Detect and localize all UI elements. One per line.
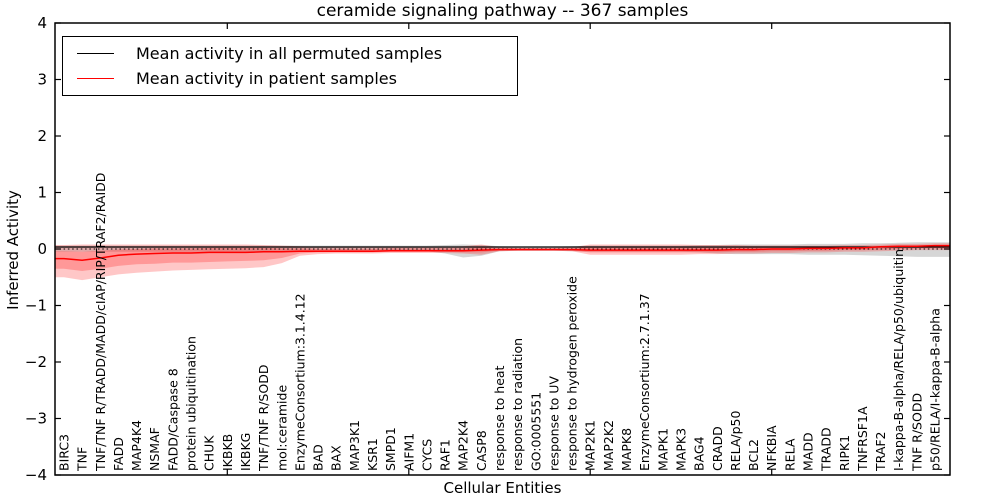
y-tick-label: 2 [37,127,47,145]
x-category-label: IKBKB [220,434,235,471]
patient-mean-line [55,244,950,262]
x-category-label: BCL2 [746,439,761,471]
x-category-label: FADD [111,437,126,471]
x-category-label: TNFRSF1A [855,406,870,472]
x-category-label: MAPK1 [655,428,670,471]
legend-item-patient: Mean activity in patient samples [75,69,517,88]
x-category-label: MAP4K4 [129,420,144,471]
x-category-label: EnzymeConsortium:2.7.1.37 [637,293,652,471]
x-category-label: TNF R/SODD [909,393,924,472]
x-category-label: GO:0005551 [528,392,543,471]
x-category-label: MAPK8 [619,428,634,471]
x-category-label: MAP2K4 [456,420,471,471]
x-category-label: CYCS [419,439,434,471]
x-category-label: response to hydrogen peroxide [565,276,580,471]
x-category-label: I-kappa-B-alpha/RELA/p50/ubiquitin [891,249,906,471]
x-category-label: RELA [782,438,797,471]
y-tick-label: 4 [37,14,47,32]
x-category-label: BAG4 [692,436,707,471]
chart-title: ceramide signaling pathway -- 367 sample… [316,1,689,21]
legend: Mean activity in all permuted samples Me… [62,36,518,96]
x-category-label: CRADD [710,426,725,471]
x-category-label: AIFM1 [401,433,416,471]
x-category-label: mol:ceramide [274,385,289,471]
x-category-label: BIRC3 [57,434,72,471]
x-category-label: MAPK3 [674,428,689,471]
x-category-label: MADD [801,432,816,471]
x-category-label: RAF1 [438,439,453,471]
patient-line-swatch [77,78,114,79]
y-tick-label: 3 [37,71,47,89]
legend-item-permuted: Mean activity in all permuted samples [75,44,517,63]
y-tick-label: 1 [37,184,47,202]
x-category-label: BAD [311,444,326,471]
x-category-label: MAP3K1 [347,420,362,471]
x-category-label: BAX [329,445,344,471]
x-category-label: TNF/TNF R/SODD [256,365,271,472]
x-category-label: TNF [75,447,90,472]
x-category-label: CHUK [202,435,217,471]
x-category-label: NSMAF [147,427,162,471]
x-category-label: MAP2K2 [601,420,616,471]
x-category-label: SMPD1 [383,427,398,471]
x-category-label: TRADD [819,427,834,472]
x-category-label: p50/RELA/I-kappa-B-alpha [928,308,943,471]
y-tick-label: −4 [25,466,47,484]
x-category-label: protein ubiquitination [184,336,199,471]
x-category-label: response to UV [546,376,561,471]
x-category-label: TRAF2 [873,431,888,472]
x-category-label: NFKBIA [764,425,779,471]
x-category-label: RELA/p50 [728,411,743,471]
y-tick-label: 0 [37,240,47,258]
x-category-label: EnzymeConsortium:3.1.4.12 [292,293,307,471]
x-category-label: response to radiation [510,338,525,471]
x-category-label: MAP2K1 [583,420,598,471]
x-category-label: RIPK1 [837,435,852,471]
y-tick-label: −3 [25,410,47,428]
x-category-label: response to heat [492,365,507,471]
x-category-label: KSR1 [365,438,380,471]
x-category-label: FADD/Caspase 8 [165,368,180,471]
x-axis-label: Cellular Entities [443,479,562,497]
y-axis-label: Inferred Activity [4,190,22,310]
legend-label-patient: Mean activity in patient samples [136,69,397,88]
x-category-label: CASP8 [474,430,489,471]
permuted-line-swatch [77,53,114,54]
y-tick-label: −2 [25,353,47,371]
legend-label-permuted: Mean activity in all permuted samples [136,44,443,63]
y-tick-label: −1 [25,297,47,315]
x-category-label: TNF/TNF R/TRADD/MADD/cIAP/RIP/TRAF2/RAID… [93,173,108,472]
x-category-label: IKBKG [238,433,253,471]
